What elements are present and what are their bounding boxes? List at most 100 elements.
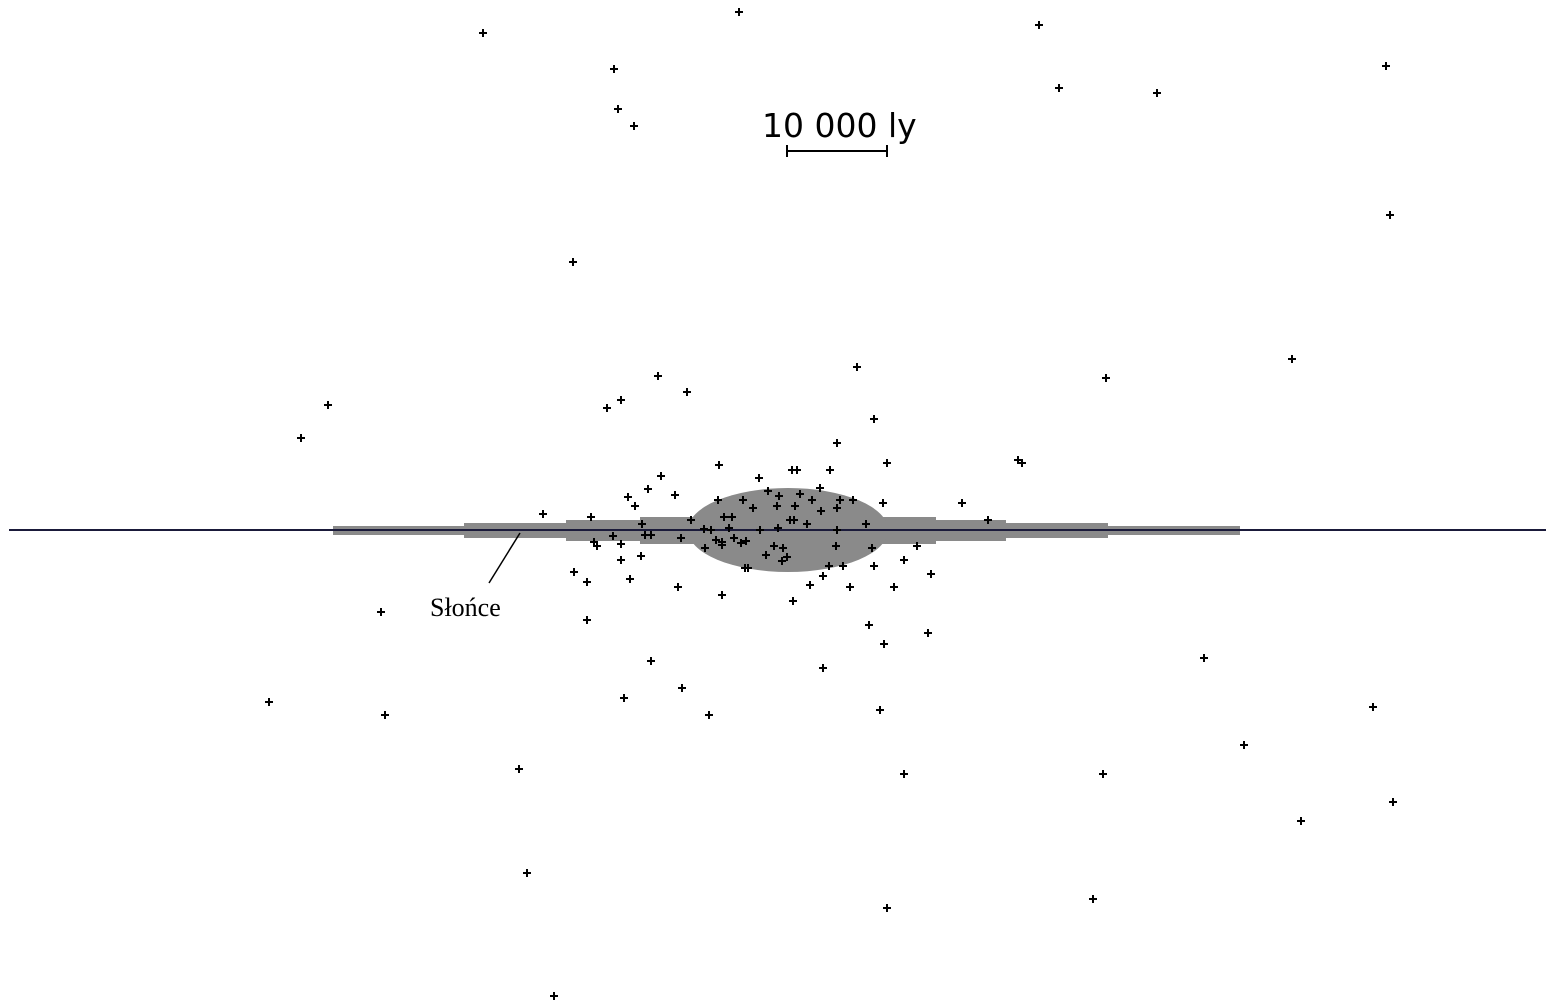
cluster-marker xyxy=(984,516,992,524)
cluster-marker xyxy=(677,534,685,542)
cluster-marker xyxy=(870,562,878,570)
cluster-marker xyxy=(883,459,891,467)
cluster-marker xyxy=(671,491,679,499)
cluster-marker xyxy=(913,542,921,550)
cluster-marker xyxy=(816,484,824,492)
cluster-marker xyxy=(1297,817,1305,825)
sun-pointer-line xyxy=(488,532,521,584)
cluster-marker xyxy=(839,562,847,570)
cluster-marker xyxy=(862,520,870,528)
cluster-marker xyxy=(783,553,791,561)
cluster-marker xyxy=(657,472,665,480)
cluster-marker xyxy=(836,496,844,504)
cluster-marker xyxy=(846,583,854,591)
cluster-marker xyxy=(707,526,715,534)
cluster-marker xyxy=(793,466,801,474)
cluster-marker xyxy=(479,29,487,37)
cluster-marker xyxy=(1089,895,1097,903)
cluster-marker xyxy=(720,513,728,521)
cluster-marker xyxy=(1153,89,1161,97)
cluster-marker xyxy=(614,105,622,113)
globular-cluster-markers xyxy=(265,8,1397,1000)
cluster-marker xyxy=(583,578,591,586)
cluster-marker xyxy=(381,711,389,719)
cluster-marker xyxy=(924,629,932,637)
cluster-marker xyxy=(630,122,638,130)
cluster-marker xyxy=(879,499,887,507)
cluster-marker xyxy=(620,694,628,702)
cluster-marker xyxy=(868,544,876,552)
cluster-marker xyxy=(790,516,798,524)
cluster-marker xyxy=(791,502,799,510)
cluster-marker xyxy=(728,513,736,521)
cluster-marker xyxy=(593,542,601,550)
cluster-marker xyxy=(796,490,804,498)
cluster-marker xyxy=(1200,654,1208,662)
cluster-marker xyxy=(730,534,738,542)
cluster-marker xyxy=(624,493,632,501)
cluster-marker xyxy=(570,568,578,576)
cluster-marker xyxy=(297,434,305,442)
cluster-marker xyxy=(826,466,834,474)
cluster-marker xyxy=(377,608,385,616)
cluster-marker xyxy=(803,520,811,528)
cluster-marker xyxy=(770,542,778,550)
cluster-marker xyxy=(890,583,898,591)
cluster-marker xyxy=(1386,211,1394,219)
cluster-marker xyxy=(701,544,709,552)
cluster-marker xyxy=(1288,355,1296,363)
cluster-marker xyxy=(756,526,764,534)
cluster-marker xyxy=(779,544,787,552)
cluster-marker xyxy=(1035,21,1043,29)
cluster-marker xyxy=(789,597,797,605)
cluster-marker xyxy=(1102,374,1110,382)
cluster-marker xyxy=(833,526,841,534)
cluster-marker xyxy=(515,765,523,773)
cluster-marker xyxy=(1389,798,1397,806)
cluster-marker xyxy=(587,513,595,521)
cluster-marker xyxy=(900,556,908,564)
cluster-marker xyxy=(603,404,611,412)
cluster-marker xyxy=(569,258,577,266)
cluster-marker xyxy=(880,640,888,648)
cluster-marker xyxy=(674,583,682,591)
cluster-marker xyxy=(644,485,652,493)
cluster-marker xyxy=(744,564,752,572)
cluster-marker xyxy=(849,496,857,504)
cluster-marker xyxy=(773,502,781,510)
cluster-marker xyxy=(631,502,639,510)
cluster-marker xyxy=(764,487,772,495)
cluster-marker xyxy=(683,388,691,396)
cluster-marker xyxy=(742,537,750,545)
cluster-marker xyxy=(654,372,662,380)
cluster-marker xyxy=(1382,62,1390,70)
cluster-marker xyxy=(700,525,708,533)
cluster-marker xyxy=(1240,741,1248,749)
cluster-marker xyxy=(718,591,726,599)
cluster-marker xyxy=(817,507,825,515)
cluster-marker xyxy=(1055,84,1063,92)
cluster-marker xyxy=(833,439,841,447)
cluster-marker xyxy=(610,65,618,73)
cluster-marker xyxy=(617,556,625,564)
cluster-marker xyxy=(735,8,743,16)
cluster-marker xyxy=(876,706,884,714)
cluster-marker xyxy=(265,698,273,706)
cluster-marker xyxy=(715,461,723,469)
cluster-marker xyxy=(865,621,873,629)
cluster-marker xyxy=(927,570,935,578)
cluster-marker xyxy=(725,524,733,532)
cluster-marker xyxy=(774,524,782,532)
cluster-marker xyxy=(870,415,878,423)
cluster-marker xyxy=(539,510,547,518)
cluster-marker xyxy=(1099,770,1107,778)
scale-bar-label: 10 000 ly xyxy=(762,106,917,145)
cluster-marker xyxy=(853,363,861,371)
scale-bar: 10 000 ly xyxy=(762,106,917,157)
cluster-marker xyxy=(958,499,966,507)
cluster-marker xyxy=(626,575,634,583)
cluster-marker xyxy=(678,684,686,692)
cluster-marker xyxy=(714,496,722,504)
cluster-marker xyxy=(832,542,840,550)
